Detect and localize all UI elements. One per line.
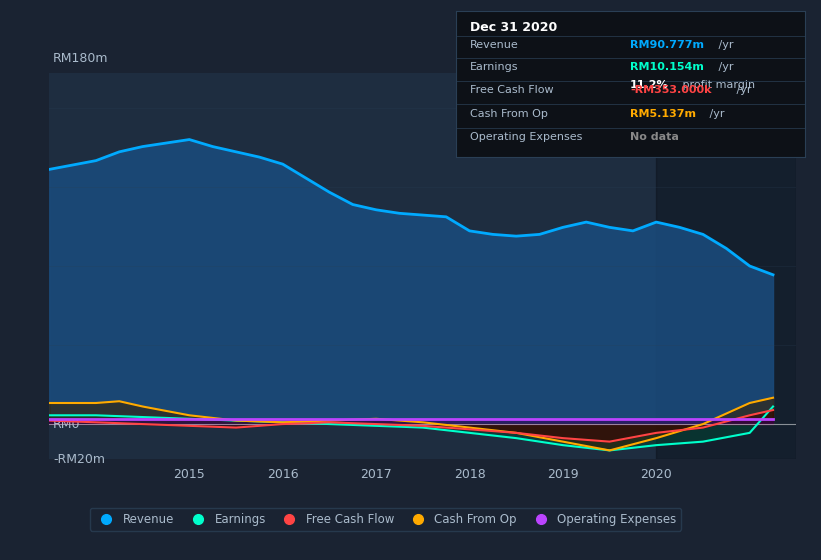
Text: -RM20m: -RM20m [53,452,105,466]
Text: RM5.137m: RM5.137m [631,109,696,119]
Text: -RM353.000k: -RM353.000k [631,86,712,95]
Text: /yr: /yr [715,62,734,72]
Text: RM180m: RM180m [53,52,108,65]
Text: Earnings: Earnings [470,62,518,72]
Text: /yr: /yr [733,86,752,95]
Text: /yr: /yr [706,109,725,119]
Text: /yr: /yr [715,40,734,50]
Text: profit margin: profit margin [679,80,755,90]
Text: 11.2%: 11.2% [631,80,669,90]
Legend: Revenue, Earnings, Free Cash Flow, Cash From Op, Operating Expenses: Revenue, Earnings, Free Cash Flow, Cash … [89,508,681,530]
Text: Dec 31 2020: Dec 31 2020 [470,21,557,34]
Text: RM10.154m: RM10.154m [631,62,704,72]
Text: Free Cash Flow: Free Cash Flow [470,86,553,95]
Text: RM90.777m: RM90.777m [631,40,704,50]
Text: Operating Expenses: Operating Expenses [470,132,582,142]
Bar [656,73,796,459]
Text: No data: No data [631,132,679,142]
Text: Cash From Op: Cash From Op [470,109,548,119]
Text: Revenue: Revenue [470,40,518,50]
Text: RM0: RM0 [53,418,80,431]
